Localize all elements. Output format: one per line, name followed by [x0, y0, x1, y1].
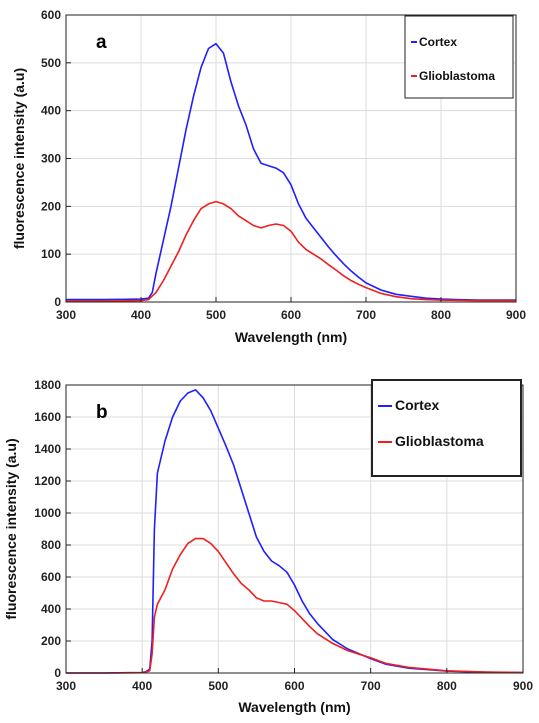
y-tick-label: 100	[41, 247, 61, 261]
y-tick-label: 0	[54, 666, 61, 680]
y-tick-label: 600	[41, 8, 61, 22]
y-tick-label: 1800	[34, 378, 61, 392]
series-line-cortex	[66, 42, 516, 301]
x-tick-label: 700	[356, 308, 376, 322]
series-line-cortex	[66, 389, 524, 674]
y-tick-label: 800	[41, 538, 61, 552]
x-axis-title: Wavelength (nm)	[235, 329, 347, 345]
legend-box	[371, 379, 522, 477]
x-tick-label: 500	[208, 679, 228, 693]
x-tick-label: 500	[206, 308, 226, 322]
y-tick-label: 300	[41, 152, 61, 166]
legend: Cortex Glioblastoma	[371, 379, 522, 477]
y-tick-label: 1400	[34, 442, 61, 456]
y-tick-label: 400	[41, 104, 61, 118]
y-tick-label: 1200	[34, 474, 61, 488]
x-tick-label: 800	[431, 308, 451, 322]
legend-label-glioblastoma: Glioblastoma	[395, 433, 484, 449]
x-tick-label: 400	[132, 679, 152, 693]
series-line-glioblastoma	[66, 537, 524, 674]
y-tick-label: 1600	[34, 410, 61, 424]
y-axis-title: fluorescence intensity (a.u)	[11, 68, 27, 249]
x-axis-title: Wavelength (nm)	[238, 699, 350, 715]
x-tick-label: 300	[56, 308, 76, 322]
chart-panel-a: 300 400 500 600 700 800 900 0 100 200 300 400 500 600…	[11, 8, 526, 345]
legend-label-cortex: Cortex	[395, 397, 440, 413]
y-tick-label: 600	[41, 570, 61, 584]
panel-label: a	[96, 32, 107, 53]
series-line-glioblastoma	[66, 200, 516, 302]
x-tick-label: 600	[284, 679, 304, 693]
y-tick-label: 400	[41, 602, 61, 616]
x-tick-label: 600	[281, 308, 301, 322]
y-tick-label: 200	[41, 634, 61, 648]
x-tick-label: 900	[506, 308, 526, 322]
y-tick-label: 200	[41, 199, 61, 213]
x-tick-label: 900	[513, 679, 533, 693]
legend: Cortex Glioblastoma	[404, 15, 514, 99]
y-axis-title: fluorescence intensity (a.u)	[3, 438, 19, 619]
legend-box	[404, 15, 514, 99]
x-tick-label: 400	[131, 308, 151, 322]
x-tick-label: 700	[361, 679, 381, 693]
legend-label-glioblastoma: Glioblastoma	[419, 69, 495, 83]
x-tick-label: 800	[437, 679, 457, 693]
chart-panel-b: 300 400 500 600 700 800 900 0 200 400 600 800 1000 12…	[3, 378, 533, 715]
x-tick-label: 300	[56, 679, 76, 693]
y-tick-label: 1000	[34, 506, 61, 520]
legend-label-cortex: Cortex	[419, 35, 457, 49]
y-tick-label: 500	[41, 56, 61, 70]
panel-label: b	[96, 402, 108, 423]
y-tick-label: 0	[54, 295, 61, 309]
